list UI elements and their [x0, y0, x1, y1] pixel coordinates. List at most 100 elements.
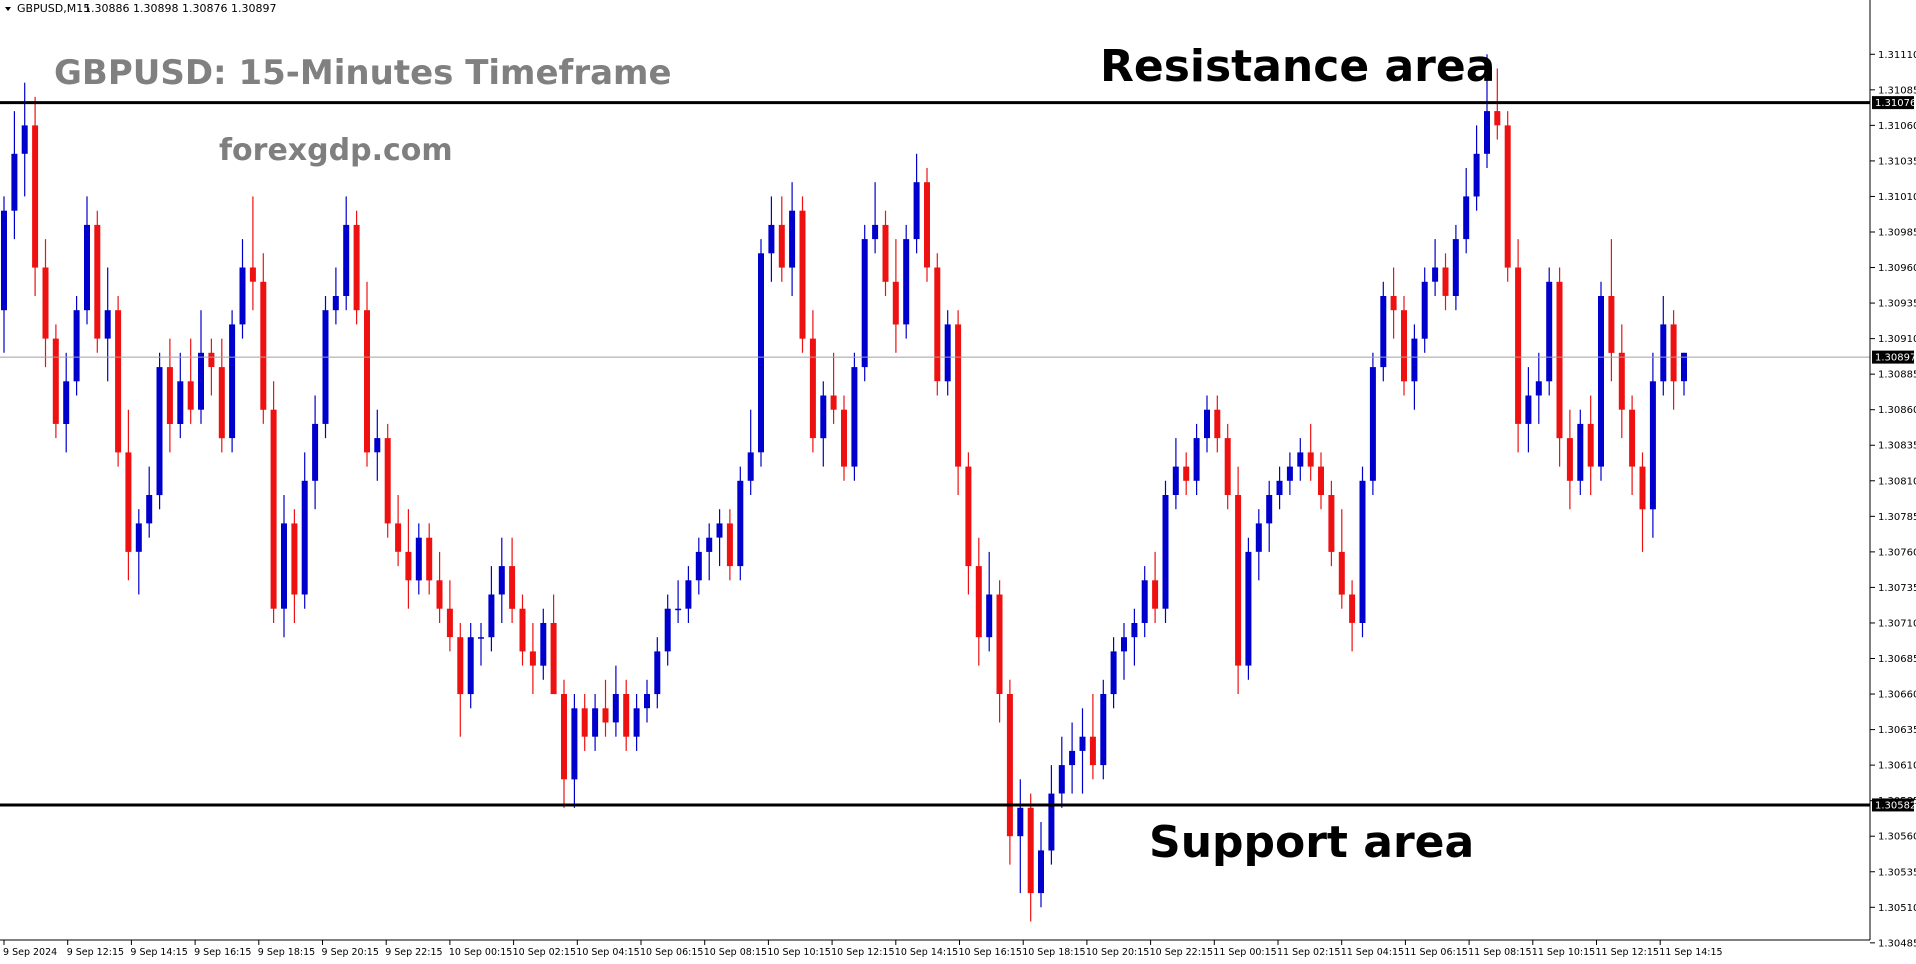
- bullish-candle: [1432, 267, 1439, 282]
- time-tick-label: 9 Sep 16:15: [194, 947, 251, 958]
- bullish-candle: [312, 423, 319, 481]
- bearish-candle: [830, 395, 837, 410]
- time-tick-label: 10 Sep 00:15: [449, 947, 512, 958]
- time-tick-label: 11 Sep 06:15: [1404, 947, 1467, 958]
- bearish-candle: [1639, 466, 1646, 510]
- time-axis[interactable]: 9 Sep 2024 9 Sep 12:15 9 Sep 14:15 9 Sep 16…: [0, 939, 1870, 958]
- bullish-candle: [768, 224, 775, 254]
- bullish-candle: [332, 296, 339, 311]
- bullish-candle: [498, 566, 505, 595]
- bullish-candle: [301, 480, 308, 595]
- bullish-candle: [1204, 409, 1210, 439]
- bearish-candle: [1608, 296, 1615, 353]
- bullish-candle: [1286, 466, 1293, 481]
- price-tick-label: 1.31010: [1878, 192, 1916, 203]
- bearish-candle: [809, 338, 816, 439]
- bullish-candle: [1411, 338, 1418, 382]
- time-tick-label: 11 Sep 12:15: [1596, 947, 1659, 958]
- bullish-candle: [758, 253, 764, 453]
- bullish-candle: [156, 367, 163, 496]
- price-tick-label: 1.30660: [1878, 690, 1916, 701]
- price-axis[interactable]: 1.31110 1.31085 1.31060 1.31035 1.31010 1.309…: [1869, 0, 1916, 949]
- bullish-candle: [146, 495, 153, 524]
- resistance-label: Resistance area: [1100, 41, 1495, 92]
- time-tick-label: 10 Sep 06:15: [640, 947, 703, 958]
- bearish-candle: [1027, 807, 1034, 894]
- price-tick-label: 1.30635: [1878, 725, 1916, 736]
- bearish-candle: [1515, 267, 1522, 424]
- time-tick-label: 11 Sep 10:15: [1532, 947, 1595, 958]
- bearish-candle: [364, 310, 370, 453]
- bullish-candle: [84, 224, 90, 311]
- current-price-tag-box: [1872, 350, 1914, 364]
- bearish-candle: [1566, 438, 1573, 481]
- bearish-candle: [934, 267, 941, 382]
- bearish-candle: [166, 367, 173, 424]
- bearish-candle: [841, 409, 847, 467]
- bullish-candle: [716, 523, 723, 538]
- bearish-candle: [1629, 409, 1636, 467]
- bullish-candle: [1, 210, 7, 311]
- price-tick-label: 1.30835: [1878, 441, 1916, 452]
- bearish-candle: [208, 352, 215, 367]
- price-tick-label: 1.30735: [1878, 583, 1916, 594]
- bearish-candle: [726, 523, 733, 567]
- bearish-candle: [550, 623, 557, 695]
- time-tick-label: 9 Sep 12:15: [67, 947, 124, 958]
- bearish-candle: [778, 224, 785, 268]
- symbol-header: GBPUSD,M15 1.30886 1.30898 1.30876 1.308…: [5, 2, 276, 15]
- bearish-candle: [384, 438, 391, 524]
- bullish-candle: [747, 452, 754, 481]
- bullish-candle: [1525, 395, 1532, 424]
- dropdown-triangle-icon[interactable]: [5, 7, 11, 11]
- bullish-candle: [1297, 452, 1304, 467]
- bearish-candle: [1494, 111, 1501, 126]
- time-tick-label: 9 Sep 18:15: [258, 947, 315, 958]
- time-tick-label: 10 Sep 10:15: [767, 947, 830, 958]
- bullish-candle: [135, 523, 142, 552]
- bullish-candle: [644, 694, 650, 709]
- bearish-candle: [1089, 736, 1096, 766]
- bullish-candle: [1266, 495, 1273, 524]
- bullish-candle: [1172, 466, 1179, 495]
- bearish-candle: [395, 523, 402, 552]
- candlesticks: [1, 54, 1687, 922]
- bearish-candle: [426, 537, 433, 581]
- bullish-candle: [654, 651, 661, 695]
- time-tick-label: 9 Sep 20:15: [322, 947, 379, 958]
- bullish-candle: [1276, 480, 1283, 495]
- symbol-name: GBPUSD,M15: [17, 2, 90, 15]
- bullish-candle: [177, 381, 184, 424]
- bearish-candle: [353, 224, 360, 311]
- bullish-candle: [1121, 637, 1127, 652]
- time-tick-label: 10 Sep 14:15: [895, 947, 958, 958]
- price-tick-label: 1.30985: [1878, 227, 1916, 238]
- bullish-candle: [281, 523, 287, 609]
- price-tick-label: 1.30485: [1878, 938, 1916, 949]
- bullish-candle: [664, 608, 671, 652]
- bullish-candle: [737, 480, 744, 567]
- bullish-candle: [633, 708, 640, 737]
- chart-title: GBPUSD: 15-Minutes Timeframe: [54, 53, 672, 93]
- bullish-candle: [1660, 324, 1667, 382]
- time-tick-label: 9 Sep 14:15: [130, 947, 187, 958]
- bearish-candle: [1318, 466, 1324, 495]
- bullish-candle: [1193, 438, 1200, 481]
- bullish-candle: [478, 637, 484, 639]
- bullish-candle: [1369, 367, 1376, 481]
- bullish-candle: [343, 224, 350, 296]
- bullish-candle: [944, 324, 951, 382]
- bullish-candle: [374, 438, 381, 453]
- resistance-price-tag-box: [1872, 96, 1914, 110]
- price-tick-label: 1.30610: [1878, 761, 1916, 772]
- bullish-candle: [592, 708, 599, 737]
- bearish-candle: [1401, 310, 1407, 382]
- bearish-candle: [1214, 409, 1221, 439]
- bearish-candle: [882, 224, 889, 282]
- time-tick-label: 10 Sep 18:15: [1022, 947, 1085, 958]
- bullish-candle: [1131, 623, 1138, 638]
- bearish-candle: [1338, 551, 1345, 595]
- bullish-candle: [1255, 523, 1262, 552]
- time-tick-label: 10 Sep 12:15: [831, 947, 894, 958]
